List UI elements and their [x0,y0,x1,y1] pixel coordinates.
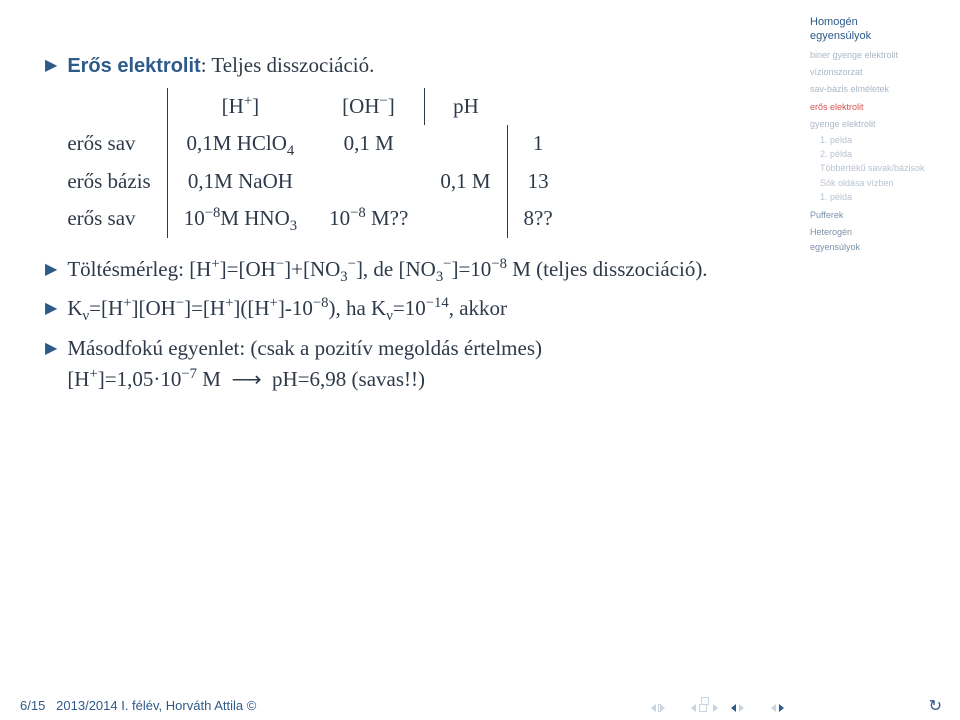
dissociation-table: [H+] [OH−] pH erős sav 0,1M HClO4 0,1 M … [67,88,568,238]
sidebar-item[interactable]: gyenge elektrolit [810,117,950,131]
row1-c3 [424,125,507,163]
row1-ph: 1 [507,125,569,163]
row1-c1: 0,1M HClO4 [167,125,313,163]
row2-label: erős bázis [67,163,167,201]
slide-body: ▶ Erős elektrolit: Teljes disszociáció. … [0,0,798,720]
row2-ph: 13 [507,163,569,201]
row3-label: erős sav [67,200,167,238]
footer-text: 6/15 2013/2014 I. félév, Horváth Attila … [0,698,256,713]
sidebar-item[interactable]: erős elektrolit [810,100,950,114]
col-oh-minus: [OH−] [313,88,424,126]
bullet-3-text: Kν=[H+][OH−]=[H+]([H+]-10−8), ha Kν=10−1… [67,293,507,325]
row3-c1: 10−8M HNO3 [167,200,313,238]
row2-c3: 0,1 M [424,163,507,201]
triangle-icon: ▶ [45,338,57,358]
row2-c2 [313,163,424,201]
col-h-plus: [H+] [167,88,313,126]
sidebar-title: Homogén egyensúlyok [810,15,950,44]
sidebar-title-2: egyensúlyok [810,30,871,42]
triangle-icon: ▶ [45,298,57,318]
nav-first-icon[interactable] [651,702,665,714]
nav-prev-icon[interactable] [691,702,705,714]
row1-c2: 0,1 M [313,125,424,163]
bullet-1-rest: : Teljes disszociáció. [201,53,375,77]
table-header-row: [H+] [OH−] pH [67,88,568,126]
sidebar-item[interactable]: Sók oldása vízben [810,176,950,190]
row3-c3 [424,200,507,238]
sidebar-item[interactable]: 1. példa [810,133,950,147]
col-ph: pH [424,88,507,126]
row3-c2: 10−8 M?? [313,200,424,238]
sidebar-item[interactable]: 1. példa [810,190,950,204]
nav-back-icon[interactable] [731,702,745,714]
sidebar-item[interactable]: egyensúlyok [810,240,950,254]
row3-ph: 8?? [507,200,569,238]
bullet-2-text: Töltésmérleg: [H+]=[OH−]+[NO3−], de [NO3… [67,254,707,286]
bullet-1-text: Erős elektrolit: Teljes disszociáció. [H… [67,50,568,246]
sidebar-items: biner gyenge elektrolit vízionszorzat sav-… [810,48,950,255]
table-row: erős bázis 0,1M NaOH 0,1 M 13 [67,163,568,201]
bullet-2: ▶ Töltésmérleg: [H+]=[OH−]+[NO3−], de [N… [45,254,758,286]
bullet-4-text: Másodfokú egyenlet: (csak a pozitív mego… [67,333,542,396]
row1-label: erős sav [67,125,167,163]
footer: 6/15 2013/2014 I. félév, Horváth Attila … [0,690,960,720]
sidebar-title-1: Homogén [810,16,858,28]
sidebar-item[interactable]: sav-bázis elméletek [810,82,950,96]
sidebar-item[interactable]: 2. példa [810,147,950,161]
triangle-icon: ▶ [45,55,57,75]
sidebar-item[interactable]: biner gyenge elektrolit [810,48,950,62]
bullet-1-label: Erős elektrolit [67,55,200,77]
nav-refresh-icon[interactable]: ↻ [929,696,942,716]
sidebar-item[interactable]: Heterogén [810,225,950,239]
sidebar-item[interactable]: Pufferek [810,208,950,222]
table-row: erős sav 0,1M HClO4 0,1 M 1 [67,125,568,163]
nav-controls [651,702,785,714]
triangle-icon: ▶ [45,259,57,279]
footer-credits: 2013/2014 I. félév, Horváth Attila © [56,698,256,713]
bullet-3: ▶ Kν=[H+][OH−]=[H+]([H+]-10−8), ha Kν=10… [45,293,758,325]
table-row: erős sav 10−8M HNO3 10−8 M?? 8?? [67,200,568,238]
bullet-4: ▶ Másodfokú egyenlet: (csak a pozitív me… [45,333,758,396]
bullet-1: ▶ Erős elektrolit: Teljes disszociáció. … [45,50,758,246]
nav-fwd-icon[interactable] [771,702,785,714]
page-number: 6/15 [20,698,45,713]
sidebar-item[interactable]: Többértékű savak/bázisok [810,161,950,175]
row2-c1: 0,1M NaOH [167,163,313,201]
sidebar-item[interactable]: vízionszorzat [810,65,950,79]
outline-sidebar: Homogén egyensúlyok biner gyenge elektro… [798,0,960,720]
